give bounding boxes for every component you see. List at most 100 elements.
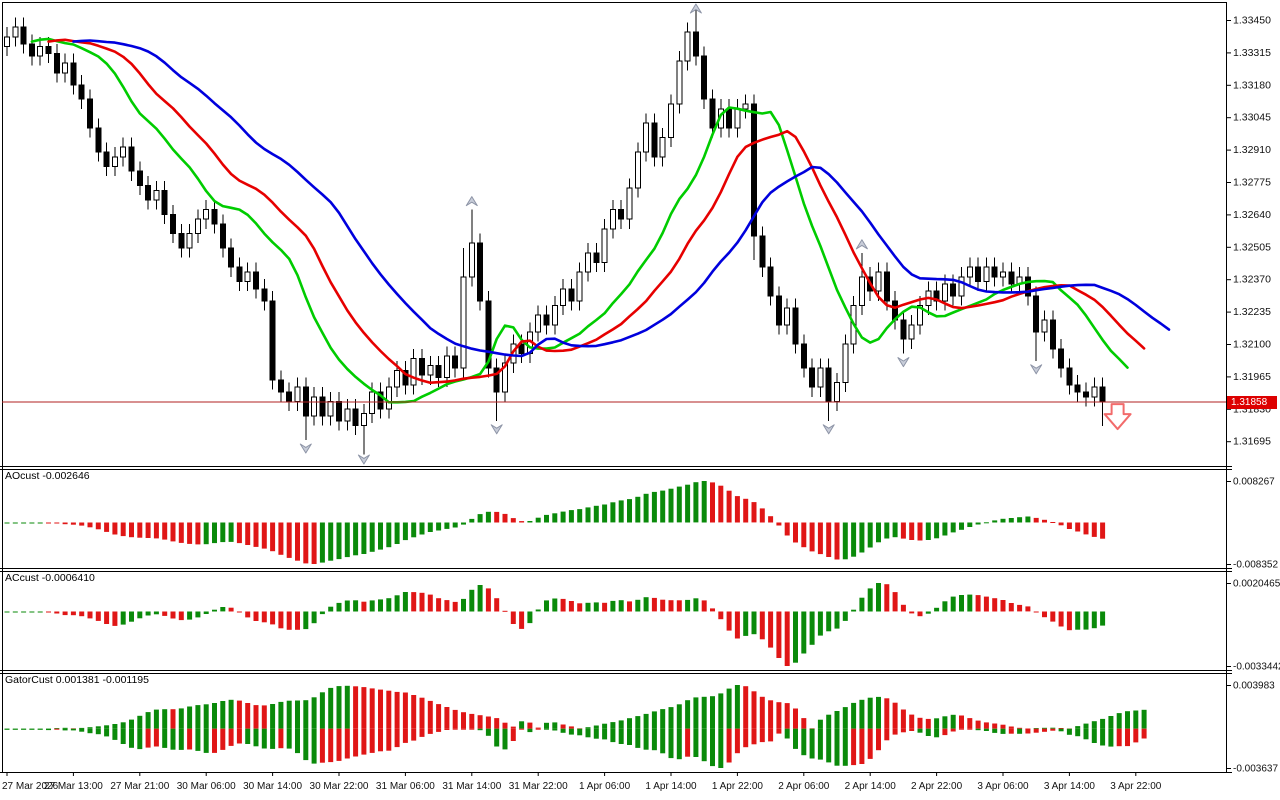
bear-candle: [161, 189, 168, 215]
gator-upper-bar: [610, 722, 616, 729]
gator-upper-bar: [884, 698, 890, 729]
gator-upper-bar: [983, 722, 989, 729]
ao-bar: [303, 522, 309, 564]
gator-upper-bar: [1075, 726, 1081, 729]
bear-candle: [775, 295, 782, 326]
gator-upper-bar: [369, 688, 375, 729]
gator-upper-bar: [1133, 710, 1139, 729]
bull-candle: [676, 60, 683, 105]
time-tick-label: 3 Apr 06:00: [977, 781, 1029, 792]
bull-candle: [360, 413, 367, 427]
gator-upper-bar: [295, 700, 300, 729]
ac-bar: [1091, 611, 1097, 629]
price-axis[interactable]: 1.33450 1.33315 1.33180 1.33045 1.32910 1.327…: [1226, 15, 1280, 775]
ao-bar: [1008, 518, 1014, 523]
ao-bar: [270, 522, 276, 552]
ao-bar: [378, 522, 383, 550]
gator-lower-bar: [710, 728, 715, 767]
ac-bar: [635, 599, 641, 612]
gator-histogram: [4, 685, 1147, 768]
ac-bar: [245, 611, 251, 618]
ao-bar: [369, 522, 375, 552]
bull-candle: [659, 137, 666, 158]
time-tick-label: 31 Mar 14:00: [442, 781, 501, 792]
bull-candle: [120, 146, 127, 158]
bear-candle: [219, 223, 226, 249]
gator-upper-bar: [228, 699, 234, 729]
gator-lower-bar: [851, 728, 857, 766]
ao-bar: [402, 522, 408, 541]
ac-bar: [817, 611, 823, 636]
ac-bar: [834, 611, 840, 629]
time-axis[interactable]: 27 Mar 202627 Mar 13:00 27 Mar 21:00 30 Ma…: [2, 772, 1162, 792]
ao-bar: [809, 522, 815, 552]
time-tick-label: 31 Mar 06:00: [376, 781, 435, 792]
ac-bar: [710, 608, 715, 612]
gator-lower-bar: [1033, 728, 1039, 733]
gator-upper-bar: [759, 696, 765, 729]
candles-layer: [4, 8, 1106, 455]
bear-candle: [618, 209, 625, 220]
bear-candle: [45, 45, 52, 55]
ao-bar: [892, 522, 898, 538]
gator-upper-bar: [643, 713, 649, 729]
ac-panel-title: ACcust -0.0006410: [5, 572, 95, 584]
time-scale-drag-zone[interactable]: [0, 773, 1232, 800]
ac-bar: [809, 611, 815, 645]
ao-panel-title: AOcust -0.002646: [5, 470, 90, 482]
ao-bar: [328, 522, 334, 561]
gator-lower-bar: [21, 728, 27, 730]
fractal-markers: [299, 3, 1043, 465]
ac-bar: [378, 599, 383, 612]
fractal-down-icon: [357, 454, 370, 465]
ac-bar: [842, 611, 848, 621]
ao-bar: [784, 522, 790, 536]
gator-lower-bar: [959, 728, 964, 730]
gator-lower-bar: [975, 728, 981, 731]
ao-bar: [1050, 522, 1056, 523]
gator-lower-bar: [884, 728, 890, 741]
ao-bar: [718, 485, 724, 523]
bull-candle: [917, 305, 923, 326]
gator-upper-bar: [129, 719, 134, 729]
gator-upper-bar: [544, 722, 549, 729]
ac-bar: [236, 611, 242, 613]
gator-lower-bar: [776, 728, 782, 734]
gator-lower-bar: [568, 728, 574, 735]
gator-upper-bar: [817, 719, 823, 729]
bull-candle: [576, 271, 583, 302]
ao-bar: [925, 522, 931, 540]
gator-upper-bar: [585, 727, 591, 729]
ac-bar: [519, 611, 525, 629]
time-tick-label: 1 Apr 14:00: [645, 781, 697, 792]
gator-upper-bar: [137, 715, 143, 729]
ao-bar: [1033, 517, 1039, 523]
price-scale-drag-zone[interactable]: [1227, 2, 1280, 772]
ac-bar: [585, 602, 591, 612]
gator-upper-bar: [311, 697, 317, 729]
gator-upper-bar: [668, 707, 674, 729]
gator-upper-bar: [336, 686, 342, 729]
ac-bar: [328, 606, 334, 612]
gator-upper-bar: [236, 700, 242, 729]
ac-bar: [776, 611, 782, 658]
gator-upper-bar: [734, 685, 740, 729]
gator-lower-bar: [419, 728, 425, 737]
ao-bar: [851, 522, 857, 557]
ac-bar: [37, 611, 43, 613]
bull-candle: [958, 276, 965, 297]
gator-upper-bar: [900, 709, 906, 729]
ac-bar: [900, 604, 906, 612]
ao-bar: [726, 490, 732, 523]
bull-candle: [842, 343, 849, 383]
gator-upper-bar: [394, 691, 400, 729]
gator-lower-bar: [967, 728, 973, 730]
gator-lower-bar: [112, 728, 118, 740]
ac-bar: [178, 611, 184, 621]
bear-candle: [568, 288, 575, 302]
ao-bar: [876, 522, 881, 543]
ac-bar: [535, 609, 541, 612]
ac-bar: [1083, 611, 1089, 630]
gator-upper-bar: [444, 707, 450, 729]
bear-candle: [751, 103, 757, 237]
